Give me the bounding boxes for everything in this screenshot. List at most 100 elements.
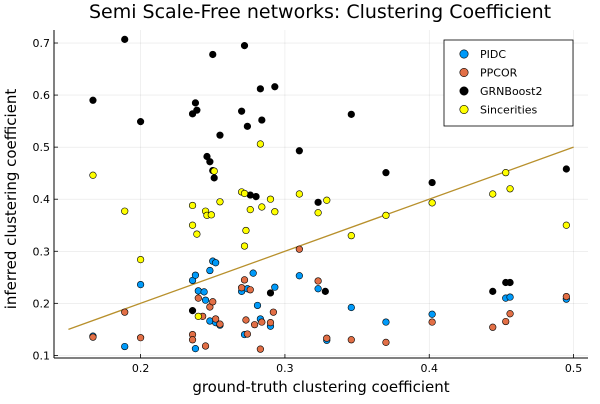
grnboost2-point (321, 287, 329, 295)
ppcor-point (238, 284, 246, 292)
ppcor-point (347, 336, 355, 344)
sincerities-point (347, 232, 355, 240)
grnboost2-point (506, 278, 514, 287)
grnboost2-point (258, 116, 266, 124)
y-tick-label: 0.4 (33, 193, 51, 206)
grnboost2-point (252, 193, 260, 201)
sincerities-point (271, 208, 279, 216)
ppcor-point (240, 276, 249, 284)
ppcor-point (266, 318, 275, 327)
ppcor-point (212, 315, 220, 323)
sincerities-point (489, 190, 497, 198)
x-axis-label: ground-truth clustering coefficient (192, 378, 449, 396)
legend-marker-grnboost2 (459, 86, 469, 96)
grnboost2-point (209, 50, 217, 59)
sincerities-point (216, 198, 224, 206)
pidc-point (347, 303, 355, 312)
grnboost2-point (121, 35, 129, 43)
pidc-point (136, 280, 145, 289)
pidc-point (295, 272, 303, 280)
sincerities-point (89, 171, 97, 179)
grnboost2-point (382, 169, 390, 177)
pidc-point (191, 345, 200, 353)
grnboost2-point (256, 85, 264, 93)
grnboost2-point (562, 165, 570, 173)
sincerities-point (502, 169, 510, 177)
grnboost2-point (243, 122, 251, 130)
ppcor-point (506, 310, 514, 318)
legend-marker-sincerities (459, 105, 469, 115)
grnboost2-point (266, 289, 275, 297)
ppcor-point (269, 308, 277, 316)
legend-label-sincerities: Sincerities (480, 104, 538, 117)
tick-labels: 0.2 0.3 0.4 0.5 0.1 0.2 0.3 0.4 0.5 0.6 0.7 (33, 37, 583, 375)
sincerities-point (323, 196, 331, 204)
legend-label-ppcor: PPCOR (480, 67, 518, 80)
ppcor-point (243, 330, 251, 338)
pidc-point (428, 310, 436, 318)
sincerities-point (382, 211, 390, 219)
grnboost2-point (347, 110, 355, 118)
sincerities-point (210, 167, 218, 175)
ppcor-point (428, 318, 436, 326)
y-tick-label: 0.1 (33, 349, 51, 362)
grnboost2-point (428, 178, 436, 187)
grnboost2-point (193, 106, 201, 114)
legend: PIDC PPCOR GRNBoost2 Sincerities (443, 39, 574, 127)
sincerities-point (266, 195, 275, 203)
sincerities-point (314, 209, 322, 217)
ppcor-point (89, 333, 97, 341)
reference-line (68, 146, 574, 330)
x-tick-label: 0.2 (132, 362, 150, 375)
sincerities-point (194, 312, 202, 320)
sincerities-point (121, 207, 129, 215)
grnboost2-point (89, 96, 97, 104)
ppcor-point (136, 334, 145, 342)
grnboost2-point (271, 83, 279, 91)
grnboost2-point (136, 118, 145, 126)
legend-marker-pidc (459, 49, 469, 59)
sincerities-point (193, 230, 201, 238)
sincerities-point (562, 221, 570, 229)
sincerities-point (256, 140, 264, 148)
ppcor-point (246, 286, 254, 294)
sincerities-point (240, 242, 249, 250)
y-tick-label: 0.3 (33, 245, 51, 258)
ppcor-point (258, 318, 266, 326)
ppcor-point (295, 245, 303, 253)
ppcor-point (562, 292, 570, 301)
grnboost2-point (314, 198, 322, 206)
grnboost2-point (191, 99, 200, 107)
ppcor-point (242, 316, 250, 324)
sincerities-point (242, 226, 250, 235)
ppcor-point (502, 317, 510, 326)
ppcor-point (314, 277, 322, 285)
ppcor-point (201, 342, 210, 350)
sincerities-point (240, 189, 249, 198)
data-points (89, 35, 570, 353)
sincerities-point (295, 190, 303, 198)
pidc-point (382, 318, 390, 326)
ppcor-point (216, 320, 224, 328)
sincerities-point (207, 211, 215, 219)
y-axis-label: inferred clustering coefficient (2, 89, 20, 310)
reference-line-layer (68, 146, 574, 330)
ppcor-point (256, 345, 264, 353)
x-tick-label: 0.4 (420, 362, 438, 375)
chart-title: Semi Scale-Free networks: Clustering Coe… (89, 1, 551, 23)
ppcor-point (251, 321, 259, 329)
pidc-point (506, 293, 514, 301)
grnboost2-point (216, 131, 224, 139)
legend-label-grnboost2: GRNBoost2 (480, 85, 542, 98)
pidc-point (253, 301, 262, 310)
y-tick-label: 0.2 (33, 297, 51, 310)
sincerities-point (428, 199, 436, 207)
x-tick-label: 0.3 (276, 362, 294, 375)
pidc-point (201, 296, 210, 304)
legend-label-pidc: PIDC (480, 48, 506, 61)
ppcor-point (382, 338, 390, 346)
ppcor-point (188, 336, 197, 344)
plot-frame (53, 30, 588, 359)
